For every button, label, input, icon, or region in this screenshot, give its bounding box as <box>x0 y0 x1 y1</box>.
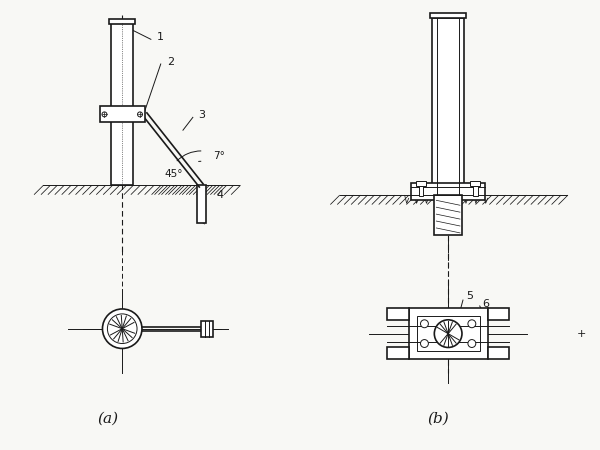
Bar <box>416 316 480 351</box>
Text: 45°: 45° <box>164 169 183 179</box>
Bar <box>488 347 509 359</box>
Text: 7°: 7° <box>213 151 225 161</box>
Text: (a): (a) <box>97 412 118 426</box>
Bar <box>430 13 466 18</box>
Text: 6: 6 <box>483 299 490 309</box>
Text: 3: 3 <box>198 110 205 120</box>
Text: 2: 2 <box>167 57 174 67</box>
Ellipse shape <box>468 320 476 328</box>
Bar <box>433 18 464 195</box>
Bar <box>201 321 213 337</box>
Bar <box>100 107 145 122</box>
Ellipse shape <box>102 112 107 117</box>
Text: 5: 5 <box>466 291 473 301</box>
Ellipse shape <box>107 314 137 343</box>
Bar <box>112 22 133 185</box>
Bar <box>411 183 485 200</box>
Text: (b): (b) <box>427 412 449 426</box>
Bar <box>419 186 424 196</box>
Text: 1: 1 <box>157 32 164 42</box>
Ellipse shape <box>421 320 428 328</box>
Bar <box>416 180 426 186</box>
Bar <box>387 308 409 320</box>
Bar <box>470 180 480 186</box>
Bar <box>409 308 488 359</box>
Ellipse shape <box>468 340 476 347</box>
Bar <box>473 186 478 196</box>
Bar <box>197 185 206 223</box>
Ellipse shape <box>103 309 142 348</box>
Text: +: + <box>577 328 586 339</box>
Text: 4: 4 <box>216 190 223 200</box>
Bar <box>488 308 509 320</box>
Ellipse shape <box>434 320 462 347</box>
Ellipse shape <box>421 340 428 347</box>
Bar <box>387 347 409 359</box>
Bar <box>109 18 135 23</box>
Ellipse shape <box>137 112 142 117</box>
Bar <box>434 195 462 235</box>
